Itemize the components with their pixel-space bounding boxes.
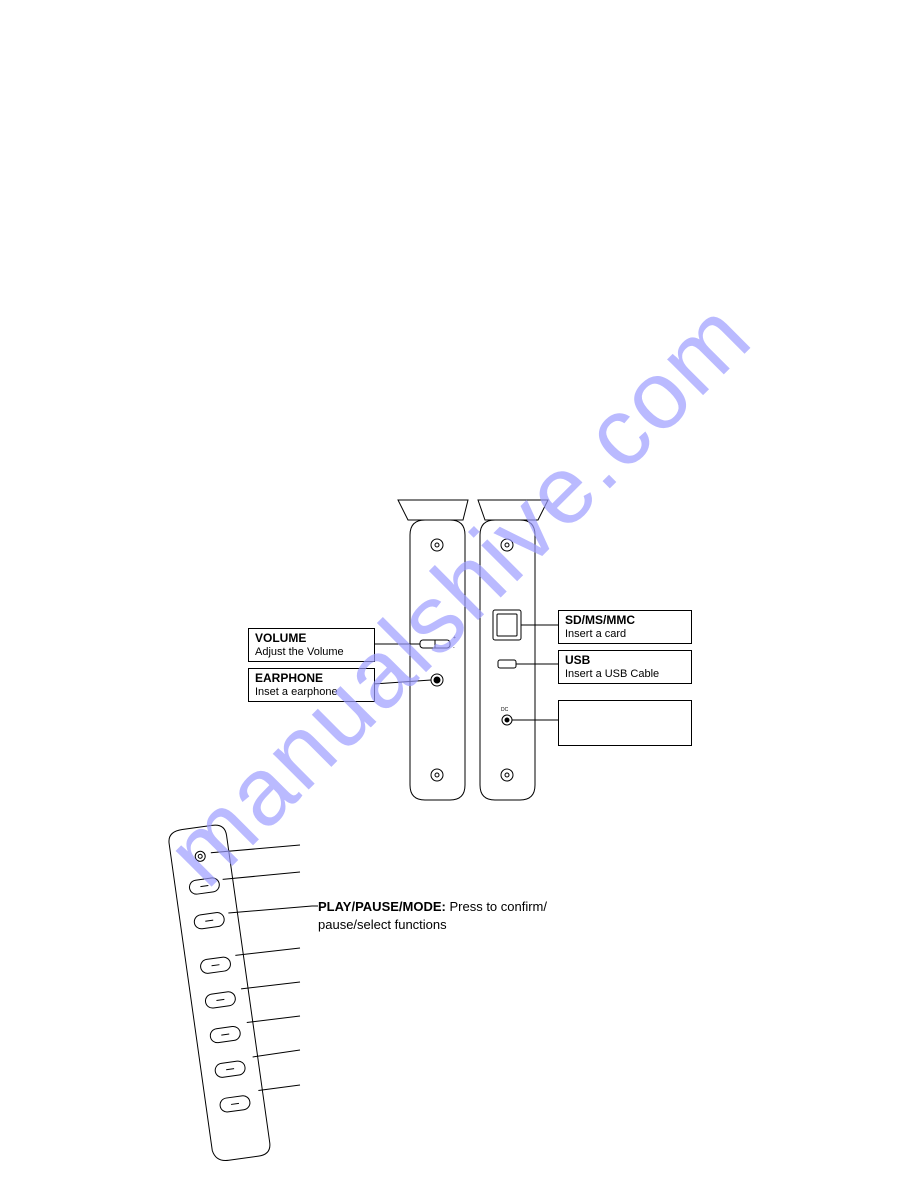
- callout-sd: SD/MS/MMC Insert a card: [558, 610, 692, 644]
- callout-usb-desc: Insert a USB Cable: [565, 668, 685, 681]
- play-pause-bold: PLAY/PAUSE/MODE:: [318, 899, 446, 914]
- callout-volume-title: VOLUME: [255, 632, 368, 646]
- callout-usb: USB Insert a USB Cable: [558, 650, 692, 684]
- callout-earphone: EARPHONE Inset a earphone: [248, 668, 375, 702]
- callout-sd-desc: Insert a card: [565, 628, 685, 641]
- callout-usb-title: USB: [565, 654, 685, 668]
- callout-dc: [558, 700, 692, 746]
- callout-earphone-title: EARPHONE: [255, 672, 368, 686]
- callout-volume: VOLUME Adjust the Volume: [248, 628, 375, 662]
- svg-text:+: +: [453, 635, 456, 641]
- callout-sd-title: SD/MS/MMC: [565, 614, 685, 628]
- play-pause-line2: pause/select functions: [318, 917, 447, 932]
- callout-volume-desc: Adjust the Volume: [255, 646, 368, 659]
- play-pause-rest1: Press to confirm/: [446, 899, 547, 914]
- play-pause-label: PLAY/PAUSE/MODE: Press to confirm/ pause…: [318, 898, 547, 933]
- diagram-svg: +-DC: [0, 0, 918, 1188]
- svg-text:DC: DC: [501, 707, 509, 713]
- callout-earphone-desc: Inset a earphone: [255, 686, 368, 699]
